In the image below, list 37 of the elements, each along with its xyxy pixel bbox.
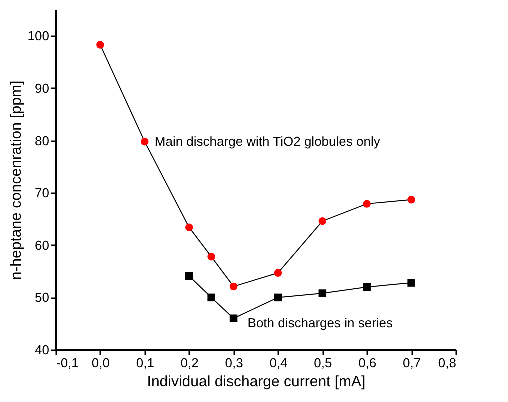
point xyxy=(408,196,416,204)
point xyxy=(363,200,371,208)
y-axis-title: n-heptane concenration [ppm] xyxy=(8,80,25,280)
point xyxy=(185,224,194,232)
point xyxy=(363,283,371,292)
y-tick-label: 40 xyxy=(35,342,50,358)
point xyxy=(141,138,149,146)
series-label: Main discharge with TiO2 globules only xyxy=(154,134,381,149)
x-tick-label: 0,6 xyxy=(358,356,377,370)
series-label: Both discharges in series xyxy=(248,316,394,331)
point xyxy=(408,279,416,287)
x-tick-label: 0,1 xyxy=(136,356,154,370)
x-tick-label: 0,5 xyxy=(314,356,332,370)
point xyxy=(96,41,104,49)
point xyxy=(208,294,216,302)
x-tick-label: 0,2 xyxy=(180,356,199,370)
y-tick-label: 80 xyxy=(35,133,50,148)
x-tick-label: 0,3 xyxy=(225,356,244,370)
y-tick-label: 100 xyxy=(28,28,50,44)
y-tick-label: 90 xyxy=(35,80,50,96)
x-tick-label: 0,0 xyxy=(92,356,110,370)
point xyxy=(318,290,327,298)
point xyxy=(208,253,216,261)
x-tick-label: 0,7 xyxy=(403,356,422,370)
point xyxy=(274,269,282,277)
y-tick-label: 60 xyxy=(35,238,50,253)
x-tick-label: 0,8 xyxy=(438,356,456,370)
point xyxy=(274,294,282,302)
point xyxy=(230,314,238,322)
point xyxy=(230,282,238,291)
x-tick-label: -0,1 xyxy=(56,356,79,370)
y-tick-label: 50 xyxy=(35,290,50,306)
y-tick-label: 70 xyxy=(35,186,50,201)
x-tick-label: 0,4 xyxy=(270,356,288,370)
x-axis-title: Individual discharge current [mA] xyxy=(147,374,366,390)
point xyxy=(318,217,327,226)
point xyxy=(185,272,194,280)
